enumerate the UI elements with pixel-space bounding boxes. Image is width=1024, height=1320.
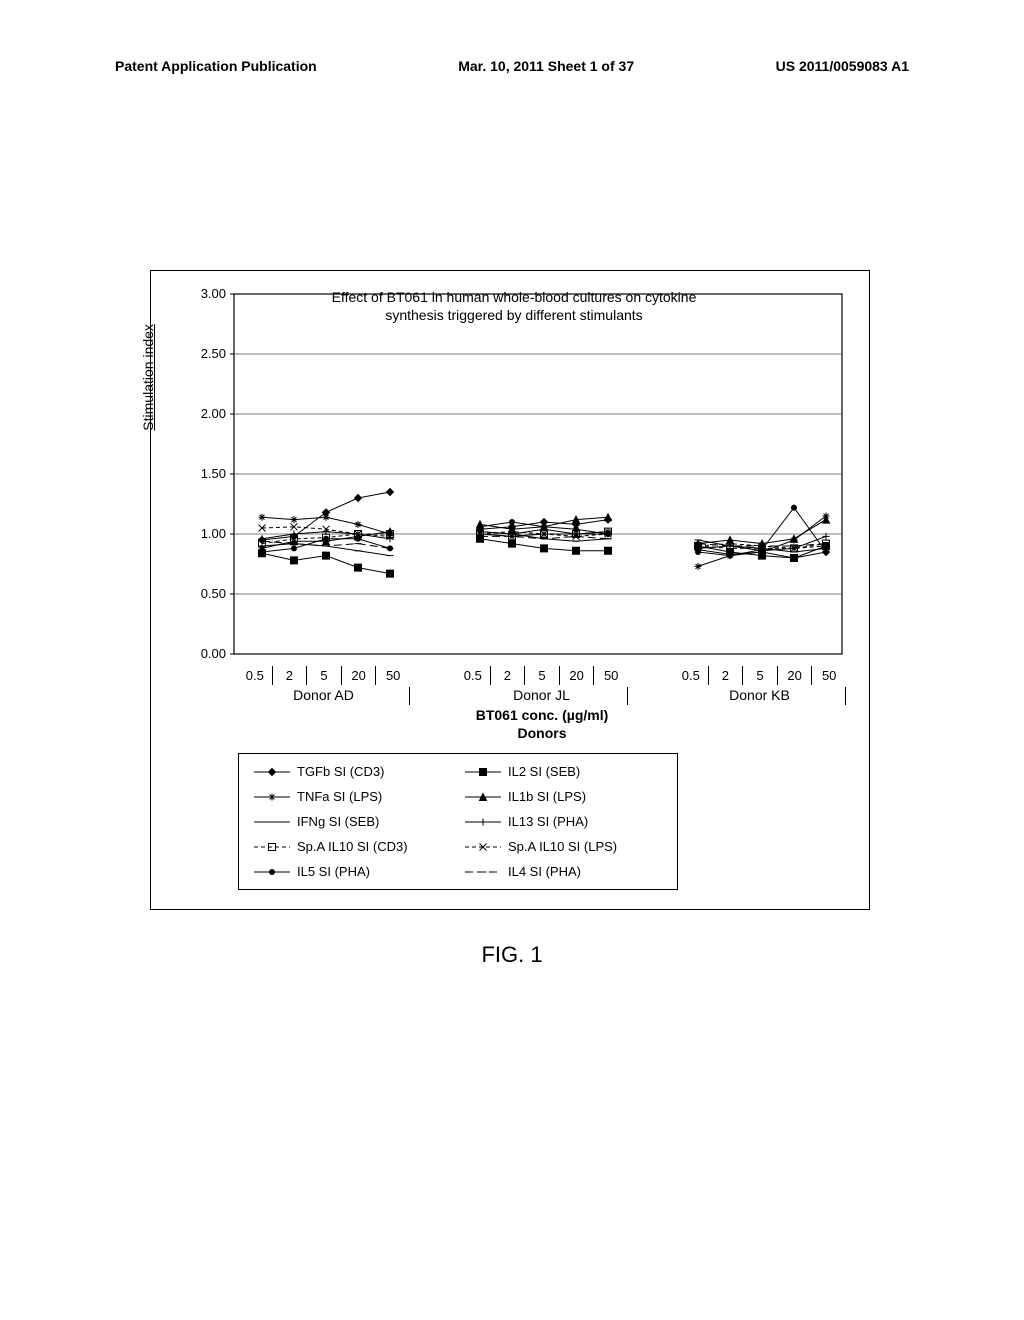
conc-tick: 20 bbox=[778, 666, 813, 685]
donor-names-row: Donor AD Donor JL Donor KB bbox=[238, 687, 846, 705]
page-header: Patent Application Publication Mar. 10, … bbox=[0, 58, 1024, 74]
legend-label: Sp.A IL10 SI (LPS) bbox=[508, 839, 617, 854]
x-axis-caption-2: Donors bbox=[238, 725, 846, 741]
legend-label: IFNg SI (SEB) bbox=[297, 814, 379, 829]
legend-swatch-icon bbox=[253, 765, 291, 779]
donor-name: Donor AD bbox=[238, 687, 410, 705]
legend-swatch-icon bbox=[253, 840, 291, 854]
conc-tick: 5 bbox=[525, 666, 560, 685]
conc-tick: 2 bbox=[491, 666, 526, 685]
header-left: Patent Application Publication bbox=[115, 58, 317, 74]
chart-area: Effect of BT061 in human whole-blood cul… bbox=[174, 286, 854, 666]
y-axis-label: Stimulation index bbox=[140, 324, 156, 431]
svg-text:2.00: 2.00 bbox=[201, 406, 226, 421]
chart-svg: 0.00 0.50 1.00 1.50 2.00 2.50 3.00 bbox=[174, 286, 854, 666]
legend-swatch-icon bbox=[464, 865, 502, 879]
legend-swatch-icon bbox=[464, 840, 502, 854]
donor-ticks-0: 0.5252050 bbox=[238, 666, 410, 685]
header-right: US 2011/0059083 A1 bbox=[776, 58, 909, 74]
legend-item: IL4 SI (PHA) bbox=[464, 864, 663, 879]
svg-text:1.50: 1.50 bbox=[201, 466, 226, 481]
conc-tick: 0.5 bbox=[456, 666, 491, 685]
legend-swatch-icon bbox=[464, 765, 502, 779]
conc-tick: 50 bbox=[594, 666, 628, 685]
legend-item: IL5 SI (PHA) bbox=[253, 864, 452, 879]
chart-box: Effect of BT061 in human whole-blood cul… bbox=[151, 271, 869, 909]
legend-container: TGFb SI (CD3) IL2 SI (SEB) TNFa SI (LPS) IL… bbox=[253, 764, 663, 879]
conc-tick: 0.5 bbox=[238, 666, 273, 685]
legend-label: IL2 SI (SEB) bbox=[508, 764, 580, 779]
conc-tick: 50 bbox=[376, 666, 410, 685]
svg-text:0.50: 0.50 bbox=[201, 586, 226, 601]
x-axis-caption-1: BT061 conc. (µg/ml) bbox=[238, 707, 846, 723]
svg-text:3.00: 3.00 bbox=[201, 286, 226, 301]
x-tick-row: 0.52520500.52520500.5252050 bbox=[238, 666, 846, 685]
legend-label: Sp.A IL10 SI (CD3) bbox=[297, 839, 408, 854]
legend-label: IL5 SI (PHA) bbox=[297, 864, 370, 879]
svg-text:0.00: 0.00 bbox=[201, 646, 226, 661]
x-axis-area: 0.52520500.52520500.5252050 Donor ADDono… bbox=[238, 666, 846, 741]
legend-label: TGFb SI (CD3) bbox=[297, 764, 384, 779]
donor-ticks-1: 0.5252050 bbox=[456, 666, 628, 685]
conc-tick: 5 bbox=[307, 666, 342, 685]
legend-label: IL4 SI (PHA) bbox=[508, 864, 581, 879]
conc-tick: 20 bbox=[560, 666, 595, 685]
figure-caption: FIG. 1 bbox=[0, 942, 1024, 968]
header-center: Mar. 10, 2011 Sheet 1 of 37 bbox=[458, 58, 634, 74]
legend-swatch-icon bbox=[253, 790, 291, 804]
legend-item: Sp.A IL10 SI (CD3) bbox=[253, 839, 452, 854]
svg-text:2.50: 2.50 bbox=[201, 346, 226, 361]
legend-item: IL13 SI (PHA) bbox=[464, 814, 663, 829]
legend-swatch-icon bbox=[464, 815, 502, 829]
legend-swatch-icon bbox=[464, 790, 502, 804]
legend-box: TGFb SI (CD3) IL2 SI (SEB) TNFa SI (LPS) IL… bbox=[238, 753, 678, 890]
conc-tick: 5 bbox=[743, 666, 778, 685]
conc-tick: 50 bbox=[812, 666, 846, 685]
legend-swatch-icon bbox=[253, 865, 291, 879]
legend-label: IL13 SI (PHA) bbox=[508, 814, 588, 829]
legend-label: IL1b SI (LPS) bbox=[508, 789, 586, 804]
conc-tick: 2 bbox=[273, 666, 308, 685]
conc-tick: 0.5 bbox=[674, 666, 709, 685]
conc-tick: 20 bbox=[342, 666, 377, 685]
legend-item: IFNg SI (SEB) bbox=[253, 814, 452, 829]
legend-item: TNFa SI (LPS) bbox=[253, 789, 452, 804]
legend-item: IL2 SI (SEB) bbox=[464, 764, 663, 779]
legend-label: TNFa SI (LPS) bbox=[297, 789, 382, 804]
conc-tick: 2 bbox=[709, 666, 744, 685]
legend-swatch-icon bbox=[253, 815, 291, 829]
legend-item: Sp.A IL10 SI (LPS) bbox=[464, 839, 663, 854]
legend-item: TGFb SI (CD3) bbox=[253, 764, 452, 779]
svg-text:1.00: 1.00 bbox=[201, 526, 226, 541]
figure-container: Effect of BT061 in human whole-blood cul… bbox=[150, 270, 870, 910]
donor-ticks-2: 0.5252050 bbox=[674, 666, 846, 685]
donor-name: Donor JL bbox=[456, 687, 628, 705]
donor-name: Donor KB bbox=[674, 687, 846, 705]
legend-item: IL1b SI (LPS) bbox=[464, 789, 663, 804]
